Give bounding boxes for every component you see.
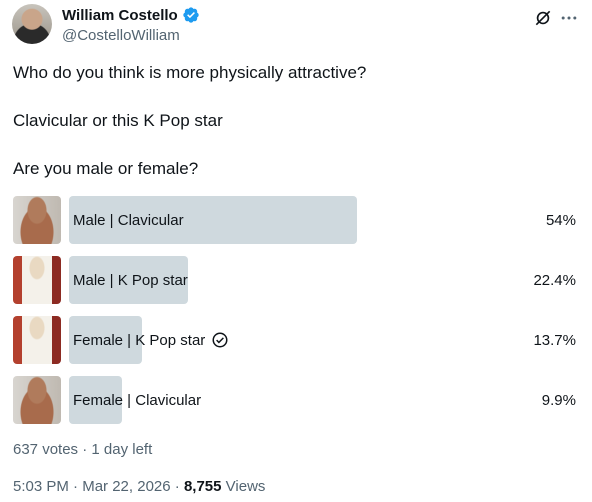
- poll-percent: 22.4%: [533, 271, 576, 289]
- poll-option[interactable]: Male | Clavicular 54%: [13, 196, 576, 244]
- more-icon[interactable]: [559, 8, 579, 28]
- poll-percent: 13.7%: [533, 331, 576, 349]
- separator-dot: ·: [174, 478, 184, 495]
- tweet-text-line: Are you male or female?: [13, 159, 199, 178]
- poll-option-label: Female | Clavicular: [73, 376, 201, 424]
- separator-dot: ·: [82, 441, 92, 458]
- poll-option-text: Female | K Pop star: [73, 331, 206, 349]
- tweet-timestamp: 5:03 PM · Mar 22, 2026 · 8,755 Views: [13, 478, 265, 495]
- avatar[interactable]: [12, 4, 52, 44]
- poll-percent: 54%: [545, 211, 576, 229]
- poll-result-bar: [69, 196, 357, 244]
- author-handle[interactable]: @CostelloWilliam: [62, 27, 180, 44]
- verified-badge-icon: [183, 7, 199, 23]
- poll-option-label: Female | K Pop star: [73, 316, 229, 364]
- separator-dot: ·: [73, 478, 83, 495]
- poll-option-text: Male | K Pop star: [73, 271, 188, 289]
- grok-icon[interactable]: [533, 8, 553, 28]
- tweet-date[interactable]: Mar 22, 2026: [82, 478, 171, 495]
- author-name[interactable]: William Costello: [62, 6, 178, 24]
- poll-option-text: Male | Clavicular: [73, 211, 184, 229]
- poll-result-bar: [69, 376, 122, 424]
- poll-meta: 637 votes · 1 day left: [13, 441, 152, 458]
- views-label: Views: [225, 478, 266, 495]
- poll-option[interactable]: Female | Clavicular 9.9%: [13, 376, 576, 424]
- poll-option[interactable]: Female | K Pop star 13.7%: [13, 316, 576, 364]
- poll-result-bar: [69, 256, 188, 304]
- kpop-star-photo: [13, 256, 61, 304]
- clavicular-photo: [13, 196, 61, 244]
- tweet-text-line: Who do you think is more physically attr…: [13, 63, 367, 82]
- poll-option-text: Female | Clavicular: [73, 391, 202, 409]
- poll-percent: 9.9%: [541, 391, 576, 409]
- poll-option-label: Male | Clavicular: [73, 196, 184, 244]
- poll-time-left: 1 day left: [91, 441, 153, 458]
- check-circle-icon: [212, 332, 228, 348]
- poll-result-bar: [69, 316, 142, 364]
- tweet-time[interactable]: 5:03 PM: [13, 478, 69, 495]
- poll-votes: 637 votes: [13, 441, 79, 458]
- poll-option[interactable]: Male | K Pop star 22.4%: [13, 256, 576, 304]
- kpop-star-photo: [13, 316, 61, 364]
- poll-option-label: Male | K Pop star: [73, 256, 188, 304]
- tweet-text-line: Clavicular or this K Pop star: [13, 111, 223, 130]
- views-count: 8,755: [183, 478, 222, 495]
- author-name-row: William Costello: [62, 6, 200, 24]
- clavicular-photo: [13, 376, 61, 424]
